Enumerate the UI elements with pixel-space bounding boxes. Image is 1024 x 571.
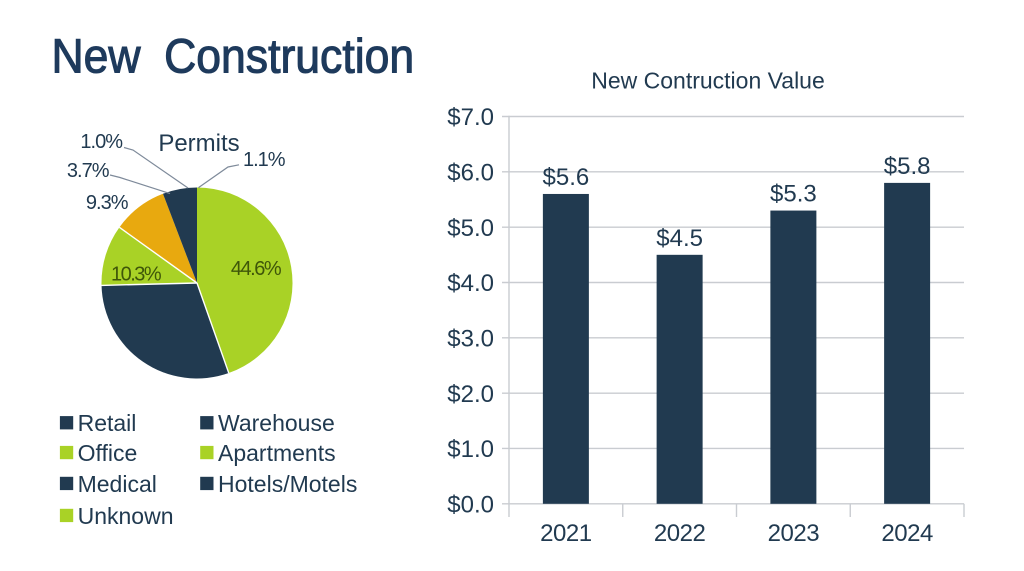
svg-text:$5.0: $5.0 <box>447 215 494 242</box>
svg-text:2021: 2021 <box>540 520 592 547</box>
svg-text:Warehouse: Warehouse <box>218 410 335 436</box>
svg-text:$6.0: $6.0 <box>447 160 494 187</box>
svg-text:44.6%: 44.6% <box>231 258 282 280</box>
svg-text:$3.0: $3.0 <box>447 326 494 353</box>
svg-text:$2.0: $2.0 <box>447 381 494 408</box>
svg-text:10.3%: 10.3% <box>111 264 162 286</box>
svg-text:Medical: Medical <box>78 471 157 497</box>
svg-text:Apartments: Apartments <box>218 440 336 466</box>
svg-text:Retail: Retail <box>78 410 137 436</box>
svg-text:$5.3: $5.3 <box>770 181 817 208</box>
svg-text:2023: 2023 <box>768 520 820 547</box>
svg-text:$4.5: $4.5 <box>656 225 703 252</box>
svg-text:2022: 2022 <box>654 520 706 547</box>
svg-text:Unknown: Unknown <box>78 503 174 529</box>
svg-text:9.3%: 9.3% <box>86 192 129 214</box>
svg-text:2024: 2024 <box>881 520 933 547</box>
svg-text:$5.8: $5.8 <box>884 153 931 180</box>
svg-text:$5.6: $5.6 <box>543 164 590 191</box>
svg-text:New Contruction Value: New Contruction Value <box>591 68 825 94</box>
svg-text:$0.0: $0.0 <box>447 492 494 519</box>
svg-text:$1.0: $1.0 <box>447 436 494 463</box>
svg-text:New Construction: New Construction <box>52 29 415 83</box>
svg-text:1.0%: 1.0% <box>80 131 123 153</box>
svg-text:Hotels/Motels: Hotels/Motels <box>218 471 357 497</box>
svg-text:3.7%: 3.7% <box>67 160 110 182</box>
svg-text:Office: Office <box>78 440 138 466</box>
svg-text:$4.0: $4.0 <box>447 270 494 297</box>
svg-text:Permits: Permits <box>158 130 239 157</box>
svg-text:1.1%: 1.1% <box>243 149 286 171</box>
svg-text:$7.0: $7.0 <box>447 104 494 131</box>
